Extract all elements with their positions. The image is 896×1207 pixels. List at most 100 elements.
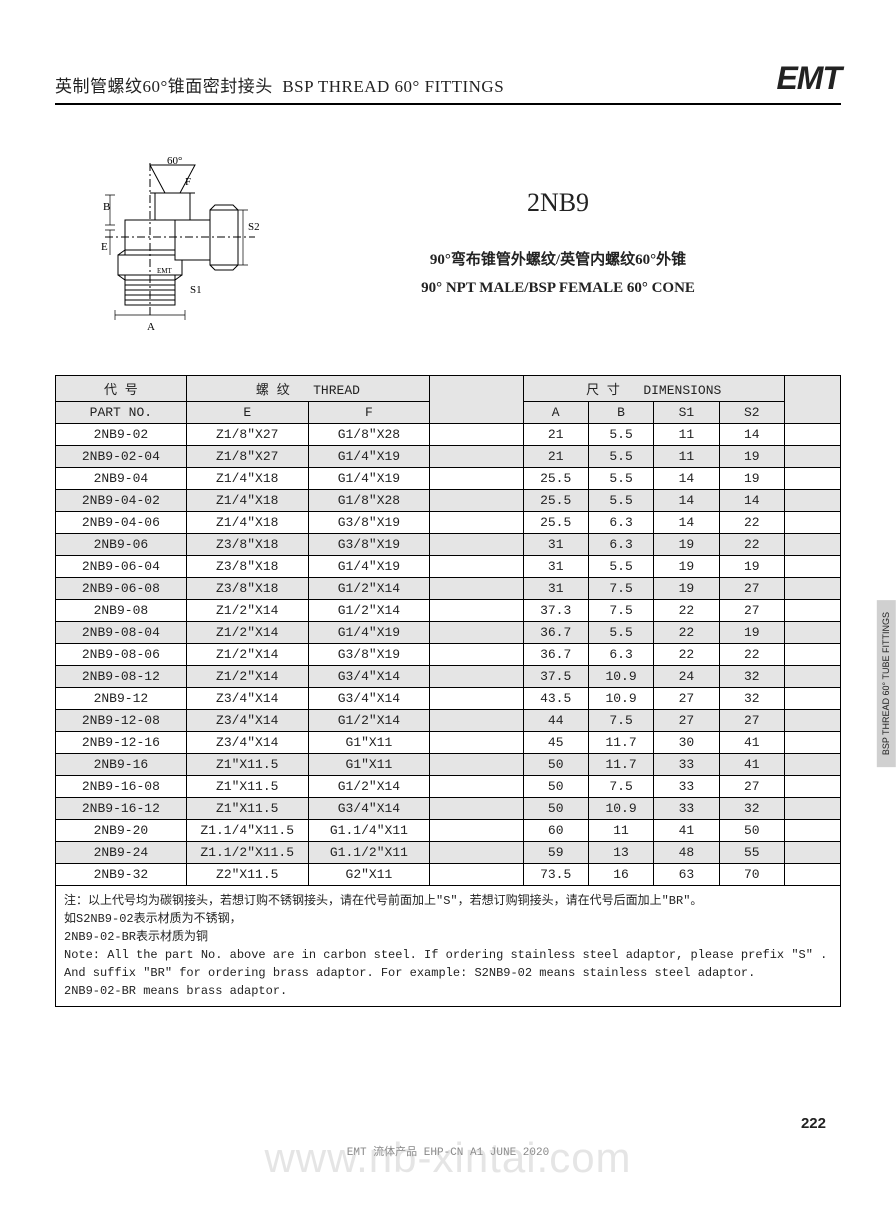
cell-S1: 19 [654, 556, 719, 578]
cell-blank [430, 534, 523, 556]
cell-A: 31 [523, 534, 588, 556]
cell-part: 2NB9-04-02 [56, 490, 187, 512]
cell-S1: 27 [654, 688, 719, 710]
cell-A: 21 [523, 446, 588, 468]
table-row: 2NB9-32Z2″X11.5G2″X1173.5166370 [56, 864, 841, 886]
cell-blank [784, 644, 840, 666]
cell-part: 2NB9-06-08 [56, 578, 187, 600]
cell-blank [784, 578, 840, 600]
cell-blank [784, 864, 840, 886]
th-s2: S2 [719, 402, 784, 424]
cell-blank [430, 578, 523, 600]
cell-E: Z1/4″X18 [186, 468, 308, 490]
brand-logo: EMT [776, 60, 841, 97]
cell-F: G1″X11 [308, 754, 429, 776]
cell-blank [430, 864, 523, 886]
cell-A: 21 [523, 424, 588, 446]
cell-F: G3/4″X14 [308, 666, 429, 688]
cell-B: 16 [588, 864, 653, 886]
cell-E: Z1/4″X18 [186, 512, 308, 534]
th-blank2 [784, 376, 840, 424]
fitting-diagram: 60° F B E A S1 S2 EMT [55, 155, 315, 335]
cell-B: 6.3 [588, 512, 653, 534]
cell-blank [430, 820, 523, 842]
cell-blank [430, 556, 523, 578]
cell-blank [430, 446, 523, 468]
cell-blank [430, 842, 523, 864]
cell-B: 10.9 [588, 666, 653, 688]
cell-blank [430, 754, 523, 776]
th-f: F [308, 402, 429, 424]
cell-S1: 11 [654, 446, 719, 468]
cell-S2: 22 [719, 534, 784, 556]
cell-blank [430, 600, 523, 622]
cell-part: 2NB9-16-12 [56, 798, 187, 820]
cell-B: 11 [588, 820, 653, 842]
product-code: 2NB9 [315, 188, 801, 218]
cell-E: Z3/8″X18 [186, 534, 308, 556]
cell-part: 2NB9-08-04 [56, 622, 187, 644]
cell-F: G1/8″X28 [308, 490, 429, 512]
cell-B: 7.5 [588, 710, 653, 732]
header-title-en: BSP THREAD 60° FITTINGS [282, 77, 504, 96]
cell-E: Z1/2″X14 [186, 622, 308, 644]
cell-part: 2NB9-12-16 [56, 732, 187, 754]
cell-S2: 14 [719, 424, 784, 446]
cell-E: Z1/4″X18 [186, 490, 308, 512]
diagram-b-label: B [103, 201, 110, 213]
cell-blank [784, 688, 840, 710]
cell-S2: 27 [719, 710, 784, 732]
cell-S2: 32 [719, 688, 784, 710]
cell-F: G1/8″X28 [308, 424, 429, 446]
table-row: 2NB9-02-04Z1/8″X27G1/4″X19215.51119 [56, 446, 841, 468]
cell-B: 5.5 [588, 424, 653, 446]
cell-B: 13 [588, 842, 653, 864]
cell-A: 31 [523, 556, 588, 578]
cell-F: G1″X11 [308, 732, 429, 754]
cell-E: Z1/2″X14 [186, 644, 308, 666]
diagram-angle-label: 60° [167, 155, 182, 167]
table-row: 2NB9-16Z1″X11.5G1″X115011.73341 [56, 754, 841, 776]
cell-S1: 24 [654, 666, 719, 688]
cell-A: 59 [523, 842, 588, 864]
cell-S2: 19 [719, 556, 784, 578]
cell-blank [430, 468, 523, 490]
cell-S1: 33 [654, 754, 719, 776]
cell-S2: 22 [719, 644, 784, 666]
table-row: 2NB9-08-04Z1/2″X14G1/4″X1936.75.52219 [56, 622, 841, 644]
cell-B: 5.5 [588, 622, 653, 644]
th-part-cn: 代 号 [56, 376, 187, 402]
cell-blank [784, 556, 840, 578]
cell-part: 2NB9-12 [56, 688, 187, 710]
cell-B: 6.3 [588, 534, 653, 556]
cell-part: 2NB9-16-08 [56, 776, 187, 798]
table-row: 2NB9-06Z3/8″X18G3/8″X19316.31922 [56, 534, 841, 556]
cell-S2: 19 [719, 446, 784, 468]
cell-blank [430, 798, 523, 820]
cell-blank [784, 842, 840, 864]
cell-F: G1/2″X14 [308, 578, 429, 600]
cell-part: 2NB9-32 [56, 864, 187, 886]
th-a: A [523, 402, 588, 424]
cell-S1: 14 [654, 512, 719, 534]
cell-blank [430, 622, 523, 644]
cell-B: 10.9 [588, 688, 653, 710]
cell-A: 44 [523, 710, 588, 732]
cell-blank [430, 688, 523, 710]
table-row: 2NB9-20Z1.1/4″X11.5G1.1/4″X1160114150 [56, 820, 841, 842]
cell-part: 2NB9-02 [56, 424, 187, 446]
cell-A: 25.5 [523, 490, 588, 512]
top-section: 60° F B E A S1 S2 EMT 2NB9 90°弯布锥管外螺纹/英管… [55, 155, 841, 335]
cell-F: G1.1/2″X11 [308, 842, 429, 864]
table-row: 2NB9-12Z3/4″X14G3/4″X1443.510.92732 [56, 688, 841, 710]
cell-A: 31 [523, 578, 588, 600]
cell-A: 43.5 [523, 688, 588, 710]
cell-S1: 41 [654, 820, 719, 842]
cell-B: 5.5 [588, 556, 653, 578]
cell-S1: 14 [654, 490, 719, 512]
cell-A: 36.7 [523, 622, 588, 644]
th-dim: 尺 寸 DIMENSIONS [523, 376, 784, 402]
product-desc-cn: 90°弯布锥管外螺纹/英管内螺纹60°外锥 [315, 246, 801, 275]
cell-S2: 32 [719, 666, 784, 688]
diagram-s2-label: S2 [248, 221, 260, 233]
